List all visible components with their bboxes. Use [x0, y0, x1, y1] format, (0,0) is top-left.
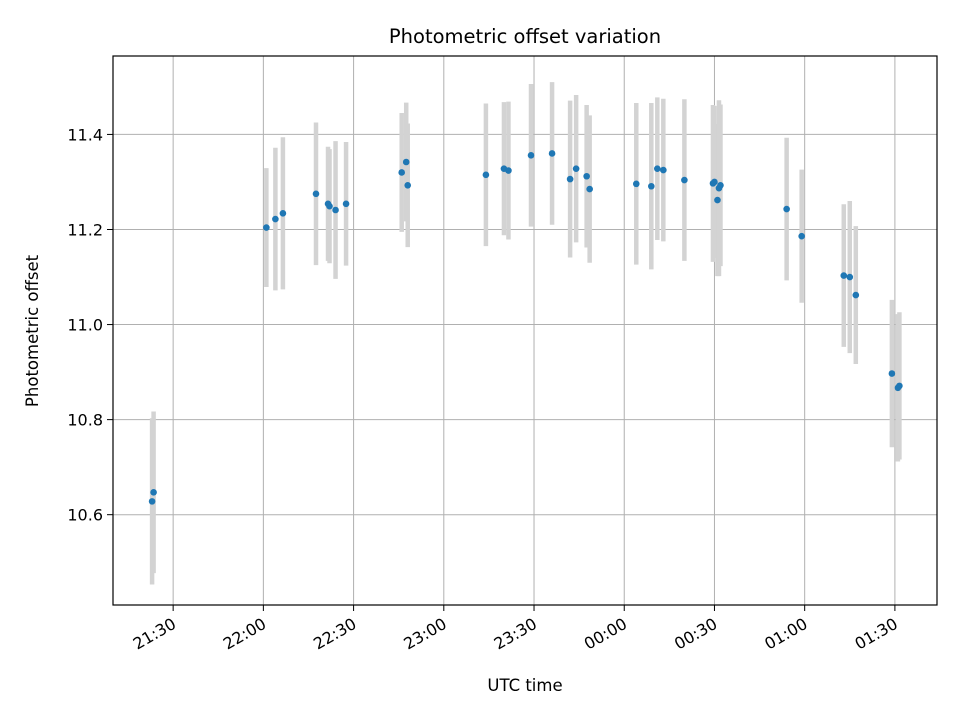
data-point: [783, 205, 790, 213]
data-point: [660, 166, 667, 174]
data-point: [711, 178, 718, 186]
x-tick-label: 01:30: [851, 614, 900, 654]
data-point: [312, 190, 320, 198]
x-axis-label: UTC time: [487, 676, 562, 695]
data-point: [548, 150, 556, 157]
error-bars: [149, 82, 902, 585]
y-tick-label: 10.8: [67, 411, 103, 430]
data-point: [586, 185, 593, 193]
data-point: [648, 182, 655, 190]
data-point: [840, 272, 848, 279]
x-tick-label: 00:30: [671, 614, 720, 654]
data-point: [279, 210, 287, 217]
data-point: [846, 273, 854, 281]
data-point: [888, 370, 896, 377]
chart-title: Photometric offset variation: [389, 25, 661, 48]
gridlines: [113, 56, 937, 605]
data-point: [852, 291, 860, 299]
data-point: [717, 181, 724, 189]
data-point: [398, 169, 406, 176]
x-tick-label: 22:30: [310, 614, 359, 654]
data-point: [566, 175, 574, 183]
data-point: [798, 232, 805, 240]
y-axis-label: Photometric offset: [23, 254, 42, 407]
x-tick-label: 01:00: [761, 614, 810, 654]
data-point: [896, 382, 903, 390]
data-point: [150, 489, 157, 496]
data-point: [714, 196, 721, 204]
y-tick-label: 11.4: [67, 125, 103, 144]
data-point: [326, 202, 333, 210]
data-point: [632, 180, 640, 188]
data-point: [148, 498, 156, 505]
data-point: [342, 200, 350, 208]
x-tick-label: 22:00: [220, 614, 269, 654]
x-tick-label: 21:30: [130, 614, 179, 654]
plot-frame: [112, 55, 938, 606]
data-point: [332, 206, 339, 214]
data-point: [654, 165, 661, 172]
x-tick-label: 23:00: [400, 614, 449, 654]
data-point: [404, 181, 412, 189]
data-point: [505, 167, 512, 174]
data-point: [482, 171, 490, 179]
data-point: [681, 176, 688, 184]
y-tick-label: 10.6: [67, 506, 103, 525]
y-tick-label: 11.0: [67, 316, 103, 335]
data-point: [572, 165, 580, 172]
y-tick-label: 11.2: [67, 220, 103, 239]
data-point: [527, 152, 535, 159]
data-point: [263, 224, 270, 231]
data-point: [402, 158, 410, 166]
data-point: [272, 215, 279, 223]
x-tick-label: 23:30: [491, 614, 540, 654]
x-tick-label: 00:00: [581, 614, 630, 654]
data-point: [583, 172, 590, 180]
data-points: [148, 150, 903, 505]
